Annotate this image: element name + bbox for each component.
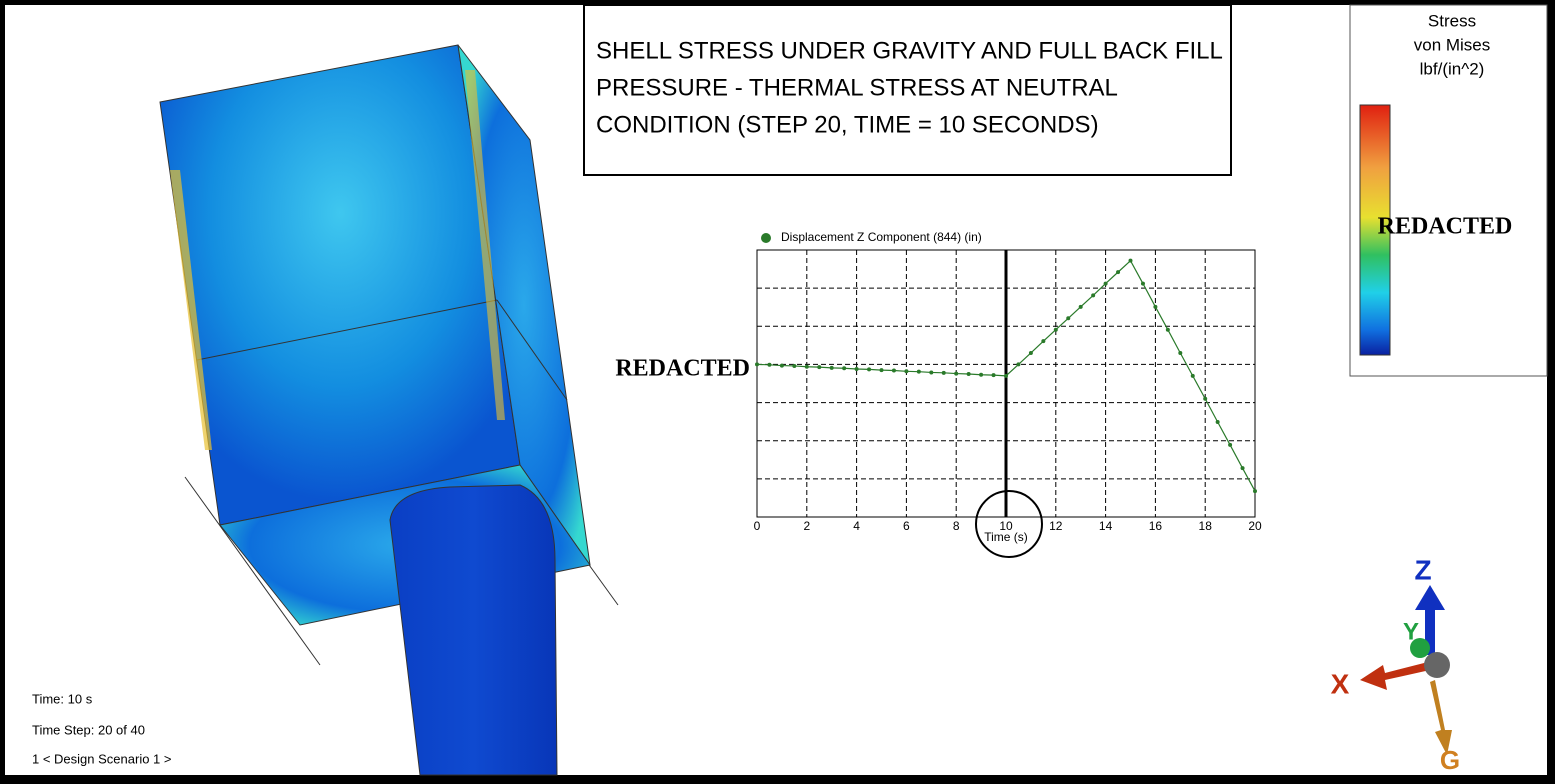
x-tick-label: 20 bbox=[1248, 519, 1262, 533]
x-tick-label: 0 bbox=[754, 519, 761, 533]
data-point bbox=[804, 364, 809, 369]
data-point bbox=[1103, 281, 1108, 286]
data-point bbox=[1203, 396, 1208, 401]
data-point bbox=[891, 368, 896, 373]
data-point bbox=[829, 365, 834, 370]
y-axis-redacted: REDACTED bbox=[615, 356, 750, 382]
data-point bbox=[1053, 327, 1058, 332]
data-point bbox=[1041, 339, 1046, 344]
legend-marker bbox=[761, 233, 771, 243]
data-point bbox=[1078, 304, 1083, 309]
triad-z: Z bbox=[1414, 554, 1431, 585]
x-tick-label: 10 bbox=[999, 519, 1013, 533]
data-point bbox=[879, 368, 884, 373]
data-point bbox=[941, 370, 946, 375]
chart: 0 2 4 6 8 10 12 14 16 18 20 Time (s) REDACTED Displac… bbox=[615, 230, 1262, 558]
data-point bbox=[1128, 258, 1133, 263]
x-axis-label: Time (s) bbox=[984, 530, 1028, 544]
data-point bbox=[991, 373, 996, 378]
data-point bbox=[817, 365, 822, 370]
colorbar-title: von Mises bbox=[1414, 35, 1491, 54]
data-point bbox=[966, 371, 971, 376]
title-box bbox=[583, 4, 1232, 176]
data-point bbox=[854, 367, 859, 372]
title-line: PRESSURE - THERMAL STRESS AT NEUTRAL bbox=[596, 74, 1118, 101]
data-point bbox=[1066, 316, 1071, 321]
data-point bbox=[979, 372, 984, 377]
legend-label: Displacement Z Component (844) (in) bbox=[781, 230, 982, 244]
model bbox=[159, 44, 619, 776]
redacted-label: REDACTED bbox=[1378, 214, 1513, 240]
axis-triad: Z Y X G bbox=[1331, 554, 1460, 774]
x-tick-label: 6 bbox=[903, 519, 910, 533]
x-tick-label: 8 bbox=[953, 519, 960, 533]
data-point bbox=[1140, 281, 1145, 286]
data-point bbox=[792, 363, 797, 368]
data-point bbox=[767, 362, 772, 367]
data-point bbox=[779, 363, 784, 368]
data-point bbox=[929, 370, 934, 375]
data-point bbox=[1004, 373, 1008, 378]
data-point bbox=[1190, 373, 1195, 378]
triad-y: Y bbox=[1403, 618, 1419, 645]
x-tick-label: 4 bbox=[853, 519, 860, 533]
data-point bbox=[1253, 489, 1257, 494]
data-point bbox=[867, 367, 872, 372]
data-point bbox=[1028, 350, 1033, 355]
data-point bbox=[1178, 350, 1183, 355]
data-point bbox=[1091, 293, 1096, 298]
x-tick-label: 12 bbox=[1049, 519, 1063, 533]
colorbar-title: lbf/(in^2) bbox=[1420, 59, 1485, 78]
data-point bbox=[1165, 327, 1170, 332]
status-scenario: 1 < Design Scenario 1 > bbox=[32, 751, 171, 766]
x-tick-label: 2 bbox=[803, 519, 810, 533]
x-tick-label: 18 bbox=[1199, 519, 1213, 533]
status-time: Time: 10 s bbox=[32, 691, 93, 706]
x-tick-label: 16 bbox=[1149, 519, 1163, 533]
status-step: Time Step: 20 of 40 bbox=[32, 722, 145, 737]
data-point bbox=[1228, 442, 1233, 447]
data-point bbox=[1240, 466, 1245, 471]
data-point bbox=[1153, 304, 1158, 309]
colorbar-title: Stress bbox=[1428, 11, 1476, 30]
x-tick-label: 14 bbox=[1099, 519, 1113, 533]
title-line: SHELL STRESS UNDER GRAVITY AND FULL BACK… bbox=[596, 37, 1223, 64]
data-point bbox=[904, 369, 909, 374]
data-point bbox=[1215, 420, 1220, 425]
data-point bbox=[842, 366, 847, 371]
cursor-highlight bbox=[975, 490, 1043, 558]
color-bar bbox=[1359, 104, 1391, 356]
data-point bbox=[954, 371, 959, 376]
data-point bbox=[1016, 362, 1021, 367]
data-point bbox=[1116, 270, 1121, 275]
title-line: CONDITION (STEP 20, TIME = 10 SECONDS) bbox=[596, 111, 1099, 138]
triad-g: G bbox=[1440, 745, 1460, 775]
triad-x: X bbox=[1331, 668, 1350, 699]
data-point bbox=[755, 362, 759, 367]
data-point bbox=[916, 369, 921, 374]
